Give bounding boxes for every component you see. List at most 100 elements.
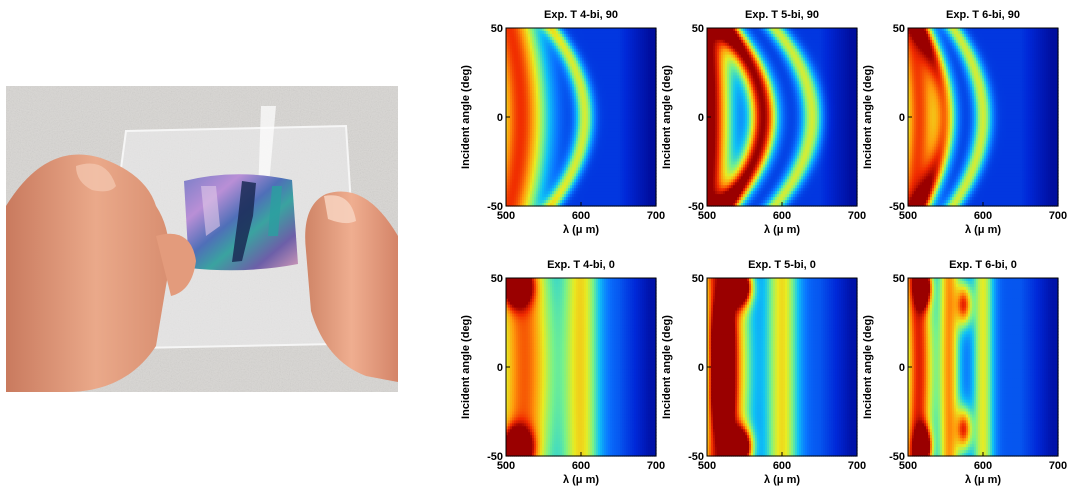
heatmap-cell bbox=[632, 158, 635, 163]
heatmap-cell bbox=[568, 69, 571, 74]
heatmap-cell bbox=[596, 54, 599, 59]
heatmap-cell bbox=[540, 131, 543, 136]
heatmap-cell bbox=[512, 152, 515, 157]
heatmap-cell bbox=[546, 117, 549, 121]
heatmap-cell bbox=[640, 90, 643, 94]
heatmap-cell bbox=[608, 75, 611, 80]
heatmap-cell bbox=[560, 75, 563, 80]
heatmap-cell bbox=[530, 140, 533, 145]
heatmap-cell bbox=[590, 105, 593, 109]
heatmap-cell bbox=[650, 69, 653, 74]
heatmap-cell bbox=[510, 158, 513, 163]
heatmap-cell bbox=[526, 57, 529, 62]
heatmap-cell bbox=[528, 66, 531, 71]
heatmap-cell bbox=[568, 81, 571, 85]
heatmap-cell bbox=[514, 152, 517, 157]
heatmap-cell bbox=[626, 111, 629, 115]
heatmap-cell bbox=[602, 87, 605, 91]
heatmap-cell bbox=[600, 152, 603, 157]
heatmap-cell bbox=[566, 69, 569, 74]
heatmap-cell bbox=[592, 36, 595, 41]
heatmap-cell bbox=[578, 152, 581, 157]
heatmap-cell bbox=[650, 128, 653, 133]
heatmap-cell bbox=[624, 111, 627, 115]
heatmap-cell bbox=[642, 119, 645, 124]
heatmap-cell bbox=[590, 155, 593, 160]
heatmap-cell bbox=[610, 146, 613, 151]
heatmap-cell bbox=[556, 63, 559, 68]
heatmap-cell bbox=[542, 119, 545, 124]
heatmap-cell bbox=[512, 131, 515, 136]
heatmap-cell bbox=[594, 134, 597, 139]
heatmap-cell bbox=[626, 72, 629, 77]
heatmap-cell bbox=[524, 108, 527, 112]
heatmap-cell bbox=[600, 140, 603, 145]
heatmap-cell bbox=[586, 108, 589, 112]
heatmap-cell bbox=[618, 108, 621, 112]
heatmap-cell bbox=[632, 69, 635, 74]
heatmap-cell bbox=[556, 90, 559, 94]
heatmap-cell bbox=[524, 152, 527, 157]
heatmap-cell bbox=[646, 108, 649, 112]
heatmap-cell bbox=[510, 51, 513, 56]
heatmap-cell bbox=[648, 90, 651, 94]
heatmap-cell bbox=[554, 93, 557, 97]
heatmap-cell bbox=[586, 99, 589, 103]
heatmap-cell bbox=[574, 161, 577, 166]
heatmap-cell bbox=[536, 164, 539, 169]
heatmap-cell bbox=[620, 93, 623, 97]
heatmap-cell bbox=[630, 114, 633, 118]
heatmap-cell bbox=[564, 36, 567, 41]
heatmap-cell bbox=[592, 134, 595, 139]
heatmap-cell bbox=[592, 125, 595, 130]
heatmap-cell bbox=[572, 48, 575, 53]
heatmap-cell bbox=[516, 84, 519, 88]
heatmap-cell bbox=[584, 81, 587, 85]
heatmap-cell bbox=[556, 131, 559, 136]
heatmap-cell bbox=[532, 72, 535, 77]
heatmap-cell bbox=[606, 131, 609, 136]
heatmap-cell bbox=[512, 81, 515, 85]
heatmap-cell bbox=[648, 36, 651, 41]
heatmap-cell bbox=[536, 90, 539, 94]
heatmap-cell bbox=[628, 28, 631, 32]
heatmap-cell bbox=[522, 117, 525, 121]
heatmap-cell bbox=[620, 152, 623, 157]
heatmap-cell bbox=[506, 75, 509, 80]
heatmap-cell bbox=[546, 45, 549, 50]
heatmap-cell bbox=[588, 87, 591, 91]
heatmap-cell bbox=[516, 81, 519, 85]
heatmap-cell bbox=[534, 96, 537, 100]
heatmap-cell bbox=[652, 140, 655, 145]
heatmap-cell bbox=[610, 117, 613, 121]
heatmap-cell bbox=[580, 119, 583, 124]
heatmap-cell bbox=[540, 28, 543, 32]
heatmap-cell bbox=[624, 87, 627, 91]
heatmap-cell bbox=[544, 33, 547, 38]
heatmap-cell bbox=[528, 63, 531, 68]
heatmap-cell bbox=[534, 125, 537, 130]
heatmap-cell bbox=[514, 119, 517, 124]
heatmap-cell bbox=[600, 99, 603, 103]
heatmap-cell bbox=[552, 137, 555, 142]
heatmap-cell bbox=[622, 108, 625, 112]
heatmap-cell bbox=[548, 164, 551, 169]
heatmap-cell bbox=[652, 66, 655, 71]
heatmap-cell bbox=[614, 96, 617, 100]
heatmap-cell bbox=[572, 117, 575, 121]
heatmap-cell bbox=[546, 108, 549, 112]
heatmap-cell bbox=[654, 111, 657, 115]
heatmap-cell bbox=[590, 99, 593, 103]
heatmap-cell bbox=[524, 39, 527, 44]
heatmap-cell bbox=[636, 128, 639, 133]
heatmap-cell bbox=[622, 143, 625, 148]
heatmap-cell bbox=[522, 96, 525, 100]
heatmap-cell bbox=[560, 57, 563, 62]
heatmap-cell bbox=[604, 33, 607, 38]
heatmap-cell bbox=[520, 102, 523, 106]
heatmap-cell bbox=[614, 90, 617, 94]
heatmap-cell bbox=[646, 36, 649, 41]
heatmap-cell bbox=[612, 96, 615, 100]
heatmap-cell bbox=[612, 158, 615, 163]
heatmap-cell bbox=[548, 122, 551, 127]
